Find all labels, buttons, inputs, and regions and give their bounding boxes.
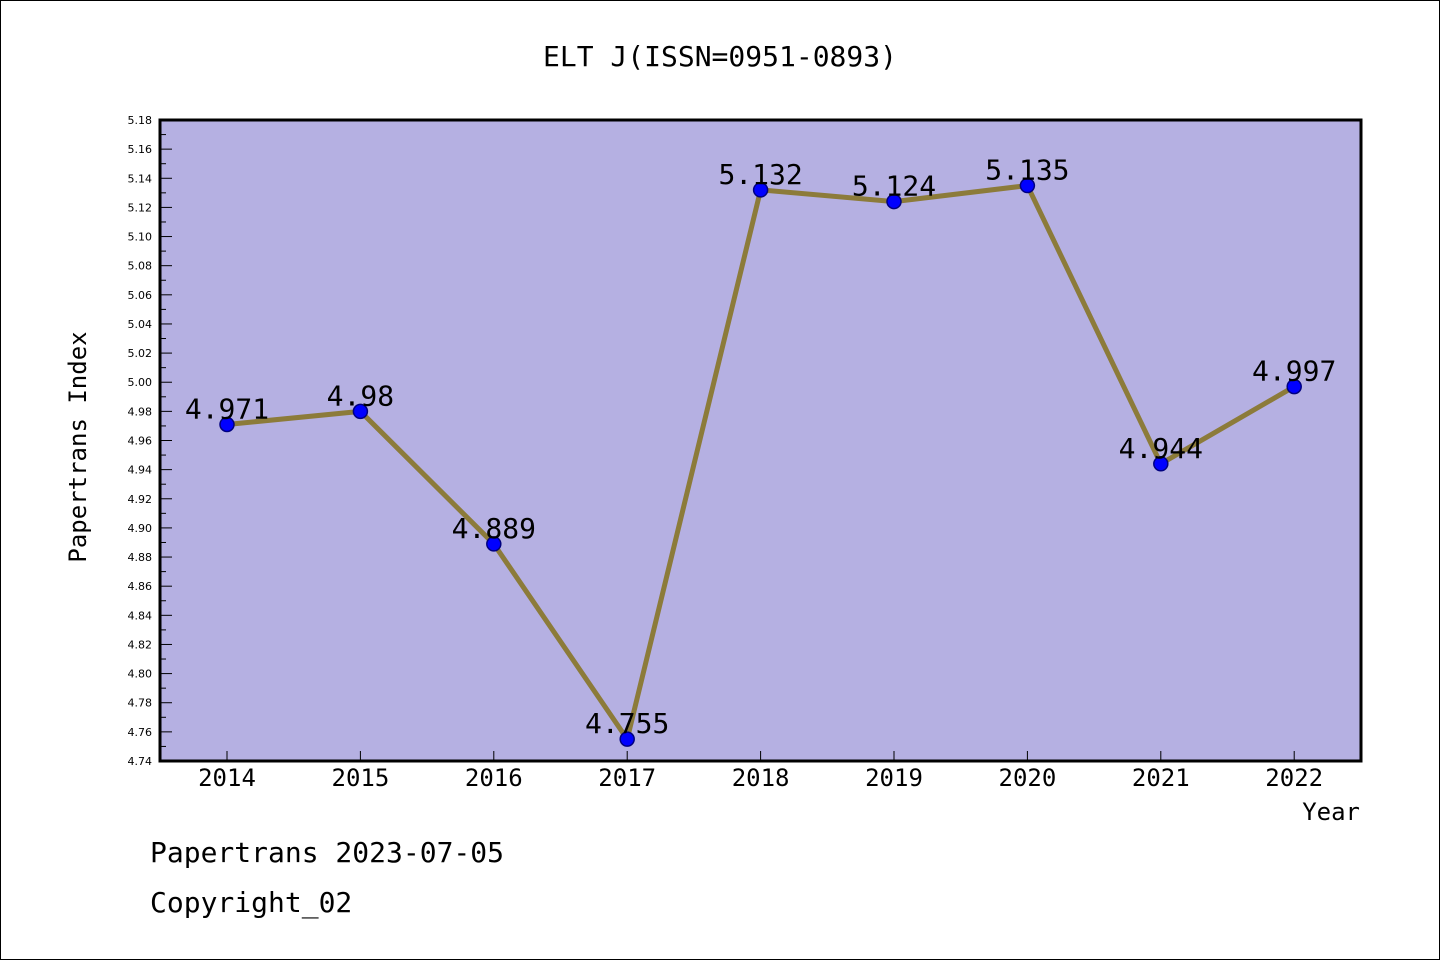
data-point: [619, 731, 635, 747]
plot-area: [158, 118, 1363, 763]
y-tick-label: 5.14: [128, 172, 153, 185]
data-point: [1019, 177, 1036, 194]
x-tick-label: 2016: [465, 764, 523, 792]
data-point: [219, 416, 235, 433]
data-label: 5.124: [852, 170, 936, 203]
y-tick-label: 4.94: [128, 464, 153, 477]
y-tick-label: 5.10: [128, 231, 153, 244]
y-tick-label: 5.00: [128, 376, 153, 389]
y-tick-label: 5.12: [128, 201, 153, 214]
data-point: [886, 193, 902, 210]
y-tick-label: 5.06: [128, 289, 153, 302]
data-point: [752, 182, 769, 198]
x-tick-label: 2022: [1265, 764, 1323, 792]
data-label: 4.944: [1119, 432, 1203, 465]
y-tick-label: 4.78: [128, 697, 153, 710]
y-tick-label: 5.18: [128, 114, 153, 127]
y-tick-label: 4.96: [128, 435, 153, 448]
x-axis-ticks: 2014 2015 2016 2017 2018 2019 2020 2021 2022: [198, 751, 1323, 792]
x-tick-label: 2017: [598, 764, 656, 792]
y-tick-label: 4.80: [128, 668, 153, 681]
y-tick-label: 5.16: [128, 143, 153, 156]
y-tick-label: 4.84: [128, 609, 153, 622]
y-tick-label: 4.90: [128, 522, 153, 535]
x-tick-label: 2018: [732, 764, 790, 792]
footer-copyright: Copyright_02: [150, 886, 353, 919]
footer-date: Papertrans 2023-07-05: [150, 836, 505, 869]
x-tick-label: 2021: [1132, 764, 1190, 792]
y-tick-label: 5.04: [128, 318, 153, 331]
data-point: [352, 403, 369, 420]
y-tick-label: 4.76: [128, 726, 153, 739]
x-tick-label: 2014: [198, 764, 256, 792]
data-label: 4.755: [585, 707, 669, 740]
data-label: 4.997: [1252, 355, 1336, 388]
x-tick-label: 2015: [332, 764, 390, 792]
y-axis-label: Papertrans Index: [64, 331, 92, 562]
y-tick-label: 4.88: [128, 551, 153, 564]
x-tick-label: 2020: [999, 764, 1057, 792]
chart-title: ELT J(ISSN=0951-0893): [543, 40, 897, 73]
data-label: 5.135: [985, 154, 1069, 187]
data-label: 4.971: [185, 392, 269, 425]
data-label: 4.98: [327, 379, 394, 412]
data-point: [1286, 378, 1302, 395]
data-point: [486, 536, 502, 552]
y-tick-label: 4.92: [128, 493, 153, 506]
data-label: 4.889: [452, 512, 536, 545]
y-tick-label: 4.98: [128, 405, 153, 418]
y-tick-label: 5.02: [128, 347, 153, 360]
y-axis-ticks: 4.74 4.76 4.78 4.80 4.82 4.84 4.86 4.88 4.90 4.92…: [128, 114, 172, 768]
y-tick-label: 4.86: [128, 580, 153, 593]
y-tick-label: 5.08: [128, 260, 153, 273]
x-tick-label: 2019: [865, 764, 923, 792]
data-markers: [219, 177, 1302, 747]
data-point: [1153, 456, 1169, 472]
data-label: 5.132: [718, 158, 802, 191]
y-tick-label: 4.82: [128, 638, 153, 651]
x-axis-label: Year: [1302, 798, 1360, 826]
data-labels: 4.971 4.98 4.889 4.755 5.132 5.124 5.135 4.944 4…: [185, 154, 1336, 741]
y-tick-label: 4.74: [128, 755, 153, 768]
